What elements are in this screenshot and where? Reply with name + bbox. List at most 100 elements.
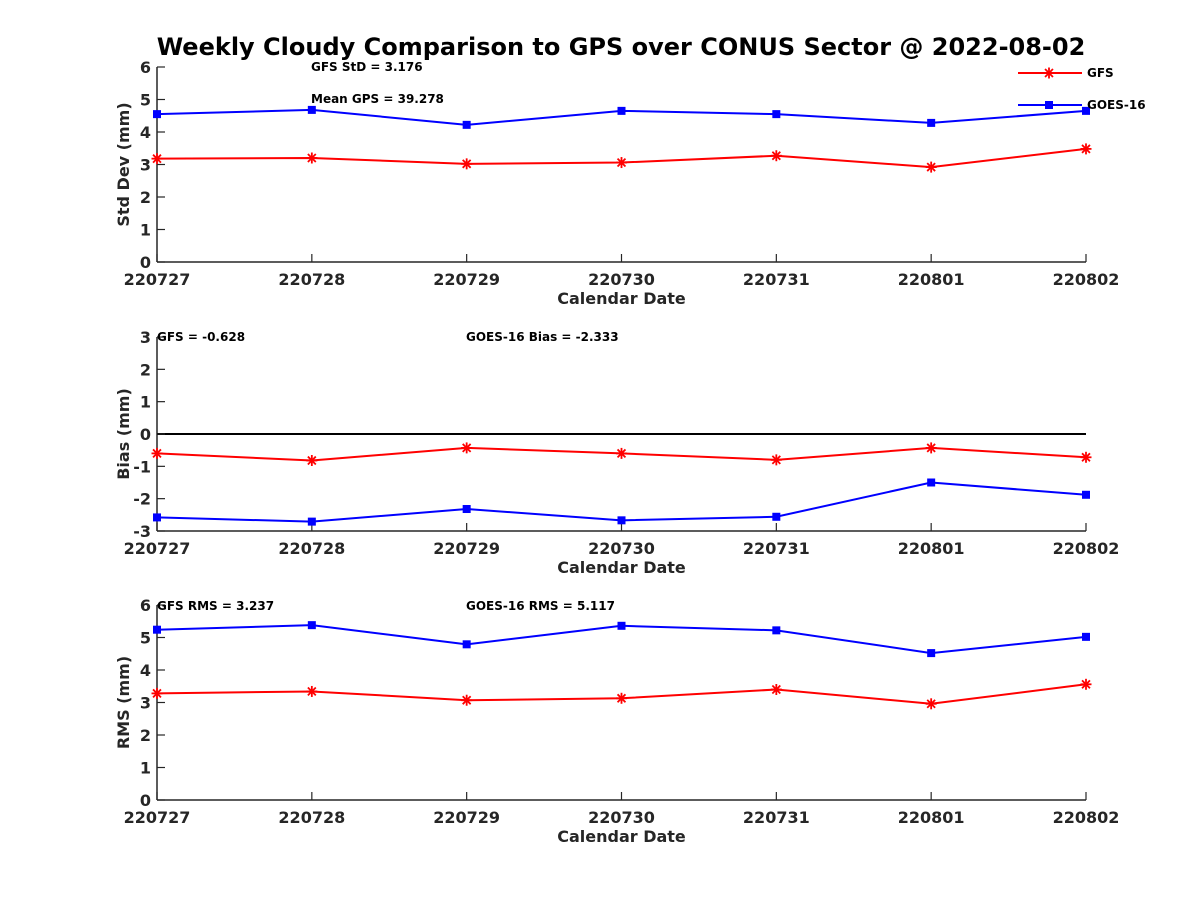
data-point	[1080, 678, 1092, 690]
data-point	[306, 685, 318, 697]
data-point	[770, 454, 782, 466]
data-point	[462, 120, 471, 129]
data-point	[307, 105, 316, 114]
chart-title: Weekly Cloudy Comparison to GPS over CON…	[157, 33, 1086, 61]
y-tick-label: 5	[140, 629, 151, 648]
panel-bias: -3 -2 -1 0 1 2 3 220727 220728 220729 220730 220731…	[114, 328, 1119, 577]
legend-marker	[1045, 101, 1053, 109]
y-tick-label: 4	[140, 123, 151, 142]
y-tick-label: 2	[140, 188, 151, 207]
data-point	[151, 447, 163, 459]
x-tick-label: 220730	[588, 808, 655, 827]
x-tick-label: 220727	[124, 270, 191, 289]
data-point	[925, 442, 937, 454]
x-tick-label: 220727	[124, 539, 191, 558]
data-point	[461, 694, 473, 706]
data-point	[153, 625, 161, 634]
data-point	[151, 687, 163, 699]
x-tick-label: 220728	[278, 270, 345, 289]
data-point	[153, 110, 161, 119]
y-tick-label: 2	[140, 360, 151, 379]
x-axis-label: Calendar Date	[557, 289, 686, 308]
data-point	[616, 692, 627, 704]
x-tick-label: 220801	[898, 270, 965, 289]
x-tick-label: 220801	[898, 539, 965, 558]
rms-note-2: GOES-16 RMS = 5.117	[466, 599, 615, 613]
data-point	[462, 505, 471, 514]
series-gfs	[151, 678, 1092, 710]
data-point	[925, 698, 937, 710]
y-axis-label: RMS (mm)	[114, 656, 133, 749]
x-axis-label: Calendar Date	[557, 827, 686, 846]
series-gfs	[151, 143, 1092, 173]
x-tick-label: 220729	[433, 539, 500, 558]
series-goes-16	[153, 621, 1090, 658]
y-tick-label: 0	[140, 425, 151, 444]
data-point	[772, 626, 781, 635]
y-axis-label: Bias (mm)	[114, 388, 133, 480]
bias-note-2: GOES-16 Bias = -2.333	[466, 330, 619, 344]
x-axis-label: Calendar Date	[557, 558, 686, 577]
data-point	[462, 640, 471, 649]
legend-entry-goes-16: GOES-16	[1018, 98, 1146, 112]
data-point	[617, 621, 626, 630]
data-point	[772, 512, 781, 521]
y-tick-label: 1	[140, 393, 151, 412]
data-point	[617, 516, 626, 525]
std-note-2: Mean GPS = 39.278	[311, 92, 444, 106]
y-tick-label: 0	[140, 791, 151, 810]
data-point	[617, 106, 626, 115]
legend-label: GFS	[1087, 66, 1114, 80]
x-tick-label: 220731	[743, 539, 810, 558]
bias-note-1: GFS = -0.628	[157, 330, 245, 344]
series-gfs	[151, 442, 1092, 467]
data-point	[1082, 106, 1090, 115]
data-point	[1082, 632, 1090, 641]
data-point	[770, 150, 782, 162]
y-tick-label: 3	[140, 328, 151, 347]
x-tick-label: 220802	[1053, 270, 1120, 289]
std-note-1: GFS StD = 3.176	[311, 60, 423, 74]
data-point	[151, 153, 163, 165]
y-tick-label: 6	[140, 596, 151, 615]
data-point	[306, 152, 318, 164]
y-tick-label: -3	[133, 522, 151, 541]
data-point	[927, 118, 936, 127]
legend-label: GOES-16	[1087, 98, 1146, 112]
data-point	[153, 513, 161, 522]
y-tick-label: 0	[140, 253, 151, 272]
data-point	[1080, 143, 1092, 155]
legend: GFS GOES-16	[1018, 66, 1146, 112]
data-point	[307, 517, 316, 526]
y-tick-label: -2	[133, 490, 151, 509]
data-point	[616, 157, 627, 169]
x-tick-label: 220729	[433, 270, 500, 289]
y-tick-label: 1	[140, 759, 151, 778]
data-point	[1082, 490, 1090, 499]
data-point	[927, 478, 936, 487]
y-tick-label: 2	[140, 726, 151, 745]
x-tick-label: 220801	[898, 808, 965, 827]
x-tick-label: 220802	[1053, 539, 1120, 558]
x-tick-label: 220729	[433, 808, 500, 827]
data-point	[770, 684, 782, 695]
x-tick-label: 220730	[588, 270, 655, 289]
rms-note-1: GFS RMS = 3.237	[157, 599, 274, 613]
series-goes-16	[153, 105, 1090, 129]
panel-rms: 0 1 2 3 4 5 6 220727 220728 220729 220730 220731 220…	[114, 596, 1119, 846]
data-point	[616, 447, 627, 459]
series-goes-16	[153, 478, 1090, 526]
legend-marker	[1043, 67, 1055, 79]
y-tick-label: 3	[140, 156, 151, 175]
y-tick-label: -1	[133, 457, 151, 476]
y-tick-label: 6	[140, 58, 151, 77]
panel-std: 0 1 2 3 4 5 6 220727 220728 220729 220730 220731 220…	[114, 58, 1119, 308]
y-tick-label: 5	[140, 91, 151, 110]
y-tick-label: 3	[140, 694, 151, 713]
data-point	[1080, 451, 1092, 463]
y-tick-label: 4	[140, 661, 151, 680]
y-tick-label: 1	[140, 221, 151, 240]
